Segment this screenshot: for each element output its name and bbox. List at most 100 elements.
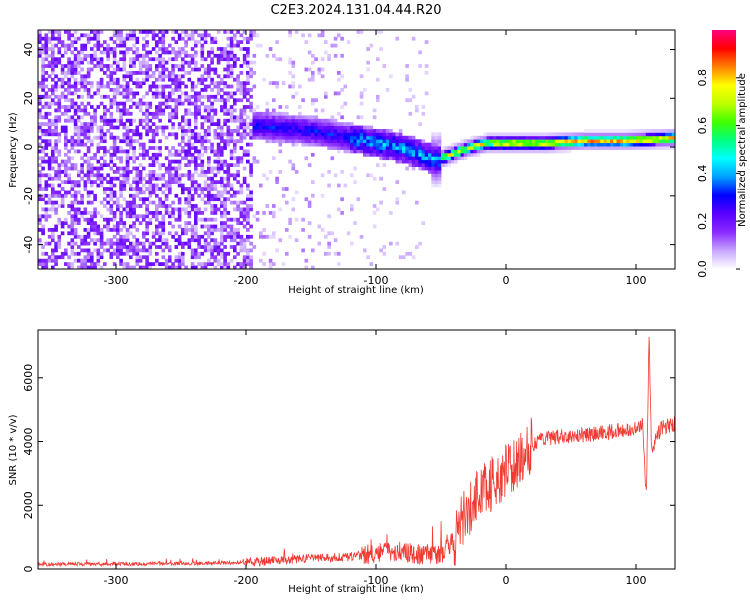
heatmap-cell bbox=[47, 53, 52, 58]
heatmap-cell bbox=[83, 74, 88, 79]
heatmap-cell bbox=[356, 135, 361, 140]
heatmap-cell bbox=[57, 30, 62, 34]
heatmap-cell bbox=[174, 53, 179, 58]
heatmap-cell bbox=[125, 94, 130, 99]
heatmap-cell bbox=[177, 214, 182, 219]
heatmap-cell bbox=[346, 132, 351, 137]
heatmap-cell bbox=[574, 139, 578, 144]
heatmap-cell bbox=[200, 43, 205, 48]
heatmap-cell bbox=[122, 221, 127, 225]
heatmap-cell bbox=[161, 91, 166, 96]
heatmap-cell bbox=[330, 132, 335, 137]
heatmap-cell bbox=[311, 152, 315, 157]
heatmap-cell bbox=[70, 163, 75, 167]
heatmap-cell bbox=[363, 142, 367, 147]
heatmap-cell bbox=[623, 132, 627, 137]
heatmap-cell bbox=[171, 30, 175, 34]
heatmap-cell bbox=[645, 139, 650, 144]
heatmap-cell bbox=[327, 245, 331, 249]
heatmap-cell bbox=[44, 94, 49, 99]
heatmap-cell bbox=[168, 166, 172, 171]
heatmap-cell bbox=[51, 129, 55, 133]
heatmap-cell bbox=[226, 84, 231, 89]
heatmap-cell bbox=[119, 204, 123, 208]
heatmap-cell bbox=[203, 262, 208, 266]
heatmap-cell bbox=[41, 81, 45, 85]
heatmap-cell bbox=[119, 183, 123, 188]
heatmap-cell bbox=[109, 251, 114, 256]
heatmap-cell bbox=[145, 214, 149, 219]
heatmap-cell bbox=[645, 129, 650, 133]
heatmap-cell bbox=[350, 132, 354, 137]
heatmap-cell bbox=[129, 200, 133, 205]
heatmap-cell bbox=[623, 135, 627, 140]
heatmap-cell bbox=[41, 214, 45, 219]
heatmap-cell bbox=[382, 132, 387, 137]
heatmap-cell bbox=[54, 173, 58, 178]
heatmap-cell bbox=[249, 71, 253, 75]
heatmap-cell bbox=[187, 135, 192, 140]
heatmap-cell bbox=[642, 135, 647, 140]
heatmap-cell bbox=[278, 142, 283, 147]
heatmap-cell bbox=[285, 118, 289, 123]
heatmap-cell bbox=[184, 173, 188, 178]
heatmap-cell bbox=[90, 115, 94, 120]
heatmap-cell bbox=[291, 84, 296, 89]
heatmap-cell bbox=[623, 146, 627, 150]
heatmap-cell bbox=[60, 180, 65, 184]
heatmap-cell bbox=[408, 111, 413, 116]
heatmap-cell bbox=[142, 64, 146, 68]
heatmap-cell bbox=[67, 262, 71, 266]
heatmap-cell bbox=[197, 105, 201, 109]
heatmap-cell bbox=[138, 146, 143, 150]
heatmap-cell bbox=[73, 88, 78, 92]
heatmap-cell bbox=[112, 152, 117, 157]
heatmap-cell bbox=[77, 88, 81, 92]
heatmap-cell bbox=[116, 238, 120, 243]
heatmap-cell bbox=[86, 200, 91, 205]
heatmap-cell bbox=[359, 125, 364, 130]
heatmap-cell bbox=[421, 159, 426, 164]
heatmap-cell bbox=[551, 135, 556, 140]
heatmap-cell bbox=[129, 139, 133, 144]
heatmap-cell bbox=[545, 139, 549, 144]
heatmap-cell bbox=[99, 135, 104, 140]
heatmap-cell bbox=[636, 132, 640, 137]
heatmap-cell bbox=[51, 159, 55, 164]
heatmap-cell bbox=[168, 159, 172, 164]
heatmap-cell bbox=[421, 163, 426, 167]
heatmap-cell bbox=[138, 180, 143, 184]
heatmap-cell bbox=[44, 40, 49, 44]
heatmap-cell bbox=[632, 132, 637, 137]
heatmap-cell bbox=[67, 81, 71, 85]
heatmap-cell bbox=[177, 217, 182, 222]
heatmap-cell bbox=[51, 255, 55, 260]
heatmap-cell bbox=[187, 228, 192, 232]
heatmap-cell bbox=[229, 224, 234, 229]
heatmap-cell bbox=[213, 173, 218, 178]
heatmap-cell bbox=[86, 67, 91, 72]
heatmap-cell bbox=[538, 139, 543, 144]
heatmap-cell bbox=[418, 142, 422, 147]
heatmap-cell bbox=[86, 228, 91, 232]
heatmap-cell bbox=[307, 200, 312, 205]
heatmap-cell bbox=[385, 129, 390, 133]
heatmap-cell bbox=[54, 142, 58, 147]
heatmap-cell bbox=[333, 146, 338, 150]
heatmap-cell bbox=[418, 156, 422, 161]
heatmap-cell bbox=[119, 91, 123, 96]
heatmap-cell bbox=[223, 234, 227, 239]
heatmap-cell bbox=[262, 173, 266, 178]
heatmap-cell bbox=[301, 125, 305, 130]
heatmap-cell bbox=[161, 84, 166, 89]
heatmap-cell bbox=[307, 234, 312, 239]
heatmap-cell bbox=[80, 262, 84, 266]
heatmap-cell bbox=[184, 91, 188, 96]
heatmap-cell bbox=[431, 173, 435, 178]
heatmap-cell bbox=[213, 183, 218, 188]
heatmap-cell bbox=[311, 265, 315, 269]
heatmap-cell bbox=[265, 129, 270, 133]
heatmap-cell bbox=[142, 183, 146, 188]
heatmap-cell bbox=[60, 255, 65, 260]
